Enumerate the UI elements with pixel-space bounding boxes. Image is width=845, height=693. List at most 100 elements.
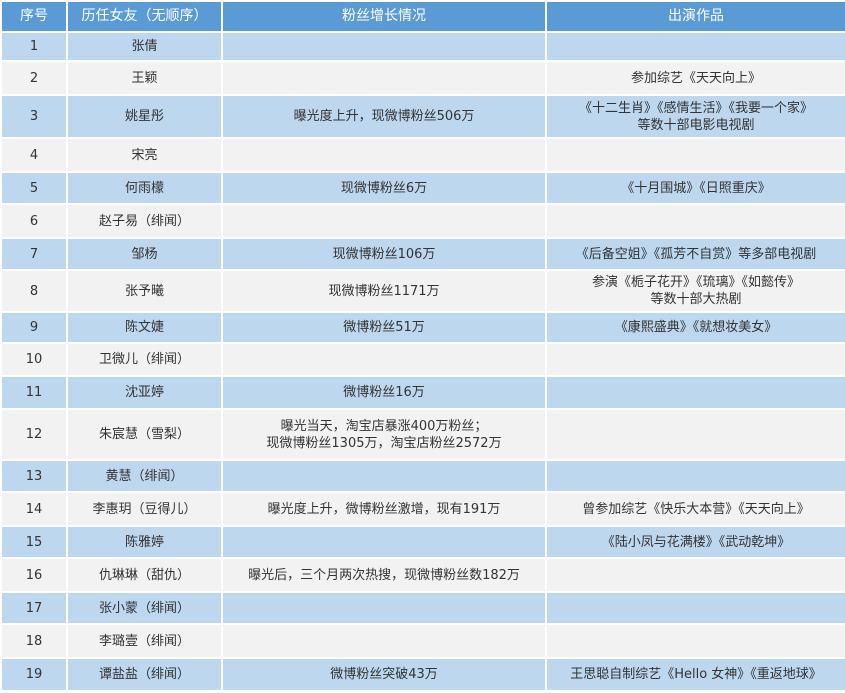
cell-no: 5 bbox=[0, 171, 68, 205]
table-row: 2 王颖 参加综艺《天天向上》 bbox=[0, 60, 845, 96]
table-row: 8 张予曦 现微博粉丝1171万 参演《栀子花开》《琉璃》《如懿传》 等数十部大热剧 bbox=[0, 269, 845, 313]
table-row: 18 李璐壹（绯闻） bbox=[0, 623, 845, 659]
header-no: 序号 bbox=[0, 0, 68, 33]
cell-name: 张小蒙（绯闻） bbox=[66, 591, 223, 625]
cell-name: 仇琳琳（甜仇） bbox=[66, 557, 223, 593]
cell-works bbox=[545, 408, 845, 461]
cell-works: 《陆小凤与花满楼》《武动乾坤》 bbox=[545, 525, 845, 559]
cell-no: 15 bbox=[0, 525, 68, 559]
cell-fans: 微博粉丝16万 bbox=[221, 375, 547, 410]
cell-name: 邹杨 bbox=[66, 237, 223, 271]
cell-works: 《十月围城》《日照重庆》 bbox=[545, 171, 845, 205]
cell-no: 1 bbox=[0, 31, 68, 62]
cell-fans bbox=[221, 525, 547, 559]
cell-name: 宋亮 bbox=[66, 137, 223, 173]
cell-fans bbox=[221, 623, 547, 659]
cell-name: 姚星彤 bbox=[66, 94, 223, 139]
cell-name: 黄慧（绯闻） bbox=[66, 459, 223, 493]
cell-name: 王颖 bbox=[66, 60, 223, 96]
cell-works bbox=[545, 459, 845, 493]
cell-name: 李璐壹（绯闻） bbox=[66, 623, 223, 659]
cell-name: 何雨檬 bbox=[66, 171, 223, 205]
cell-fans: 曝光度上升，微博粉丝激增，现有191万 bbox=[221, 491, 547, 527]
cell-works bbox=[545, 591, 845, 625]
cell-works: 曾参加综艺《快乐大本营》《天天向上》 bbox=[545, 491, 845, 527]
cell-works bbox=[545, 375, 845, 410]
table-row: 1 张倩 bbox=[0, 31, 845, 62]
cell-works bbox=[545, 342, 845, 377]
table-row: 15 陈雅婷 《陆小凤与花满楼》《武动乾坤》 bbox=[0, 525, 845, 559]
cell-no: 13 bbox=[0, 459, 68, 493]
cell-fans: 现微博粉丝1171万 bbox=[221, 269, 547, 313]
cell-fans bbox=[221, 591, 547, 625]
cell-fans bbox=[221, 137, 547, 173]
cell-no: 14 bbox=[0, 491, 68, 527]
cell-works: 《康熙盛典》《就想妆美女》 bbox=[545, 311, 845, 344]
table-row: 14 李惠玥（豆得儿） 曝光度上升，微博粉丝激增，现有191万 曾参加综艺《快乐大本营… bbox=[0, 491, 845, 527]
cell-fans: 曝光当天，淘宝店暴涨400万粉丝； 现微博粉丝1305万，淘宝店粉丝2572万 bbox=[221, 408, 547, 461]
cell-name: 朱宸慧（雪梨） bbox=[66, 408, 223, 461]
cell-no: 6 bbox=[0, 203, 68, 239]
header-name: 历任女友（无顺序） bbox=[66, 0, 223, 33]
cell-fans bbox=[221, 31, 547, 62]
cell-fans bbox=[221, 459, 547, 493]
cell-no: 2 bbox=[0, 60, 68, 96]
cell-no: 7 bbox=[0, 237, 68, 271]
table-row: 9 陈文婕 微博粉丝51万 《康熙盛典》《就想妆美女》 bbox=[0, 311, 845, 344]
cell-fans: 曝光度上升，现微博粉丝506万 bbox=[221, 94, 547, 139]
cell-works: 《后备空姐》《孤芳不自赏》等多部电视剧 bbox=[545, 237, 845, 271]
table-row: 3 姚星彤 曝光度上升，现微博粉丝506万 《十二生肖》《感情生活》《我要一个家》 等… bbox=[0, 94, 845, 139]
header-works: 出演作品 bbox=[545, 0, 845, 33]
cell-works bbox=[545, 203, 845, 239]
cell-no: 4 bbox=[0, 137, 68, 173]
table-row: 13 黄慧（绯闻） bbox=[0, 459, 845, 493]
cell-name: 张予曦 bbox=[66, 269, 223, 313]
cell-fans: 现微博粉丝106万 bbox=[221, 237, 547, 271]
cell-works: 《十二生肖》《感情生活》《我要一个家》 等数十部电影电视剧 bbox=[545, 94, 845, 139]
cell-name: 卫微儿（绯闻） bbox=[66, 342, 223, 377]
cell-no: 17 bbox=[0, 591, 68, 625]
cell-no: 9 bbox=[0, 311, 68, 344]
header-row: 序号 历任女友（无顺序） 粉丝增长情况 出演作品 bbox=[0, 0, 845, 33]
table-row: 4 宋亮 bbox=[0, 137, 845, 173]
cell-fans: 曝光后，三个月两次热搜，现微博粉丝数182万 bbox=[221, 557, 547, 593]
cell-no: 11 bbox=[0, 375, 68, 410]
cell-works: 参加综艺《天天向上》 bbox=[545, 60, 845, 96]
cell-no: 3 bbox=[0, 94, 68, 139]
cell-fans bbox=[221, 60, 547, 96]
cell-fans bbox=[221, 342, 547, 377]
table-row: 12 朱宸慧（雪梨） 曝光当天，淘宝店暴涨400万粉丝； 现微博粉丝1305万，淘宝… bbox=[0, 408, 845, 461]
cell-name: 赵子易（绯闻） bbox=[66, 203, 223, 239]
cell-no: 12 bbox=[0, 408, 68, 461]
cell-works bbox=[545, 31, 845, 62]
table-row: 11 沈亚婷 微博粉丝16万 bbox=[0, 375, 845, 410]
cell-no: 19 bbox=[0, 657, 68, 692]
cell-fans: 微博粉丝51万 bbox=[221, 311, 547, 344]
table-row: 6 赵子易（绯闻） bbox=[0, 203, 845, 239]
cell-fans bbox=[221, 203, 547, 239]
cell-works bbox=[545, 557, 845, 593]
cell-works: 参演《栀子花开》《琉璃》《如懿传》 等数十部大热剧 bbox=[545, 269, 845, 313]
cell-name: 张倩 bbox=[66, 31, 223, 62]
cell-works: 王思聪自制综艺《Hello 女神》《重返地球》 bbox=[545, 657, 845, 692]
cell-no: 16 bbox=[0, 557, 68, 593]
cell-fans: 微博粉丝突破43万 bbox=[221, 657, 547, 692]
cell-name: 陈雅婷 bbox=[66, 525, 223, 559]
cell-no: 10 bbox=[0, 342, 68, 377]
table-row: 16 仇琳琳（甜仇） 曝光后，三个月两次热搜，现微博粉丝数182万 bbox=[0, 557, 845, 593]
table-row: 10 卫微儿（绯闻） bbox=[0, 342, 845, 377]
cell-no: 8 bbox=[0, 269, 68, 313]
table-row: 5 何雨檬 现微博粉丝6万 《十月围城》《日照重庆》 bbox=[0, 171, 845, 205]
cell-name: 谭盐盐（绯闻） bbox=[66, 657, 223, 692]
header-fans: 粉丝增长情况 bbox=[221, 0, 547, 33]
table-row: 17 张小蒙（绯闻） bbox=[0, 591, 845, 625]
cell-fans: 现微博粉丝6万 bbox=[221, 171, 547, 205]
cell-works bbox=[545, 623, 845, 659]
table-row: 19 谭盐盐（绯闻） 微博粉丝突破43万 王思聪自制综艺《Hello 女神》《重返地球… bbox=[0, 657, 845, 692]
table-row: 7 邹杨 现微博粉丝106万 《后备空姐》《孤芳不自赏》等多部电视剧 bbox=[0, 237, 845, 271]
cell-name: 沈亚婷 bbox=[66, 375, 223, 410]
cell-name: 陈文婕 bbox=[66, 311, 223, 344]
cell-works bbox=[545, 137, 845, 173]
cell-name: 李惠玥（豆得儿） bbox=[66, 491, 223, 527]
